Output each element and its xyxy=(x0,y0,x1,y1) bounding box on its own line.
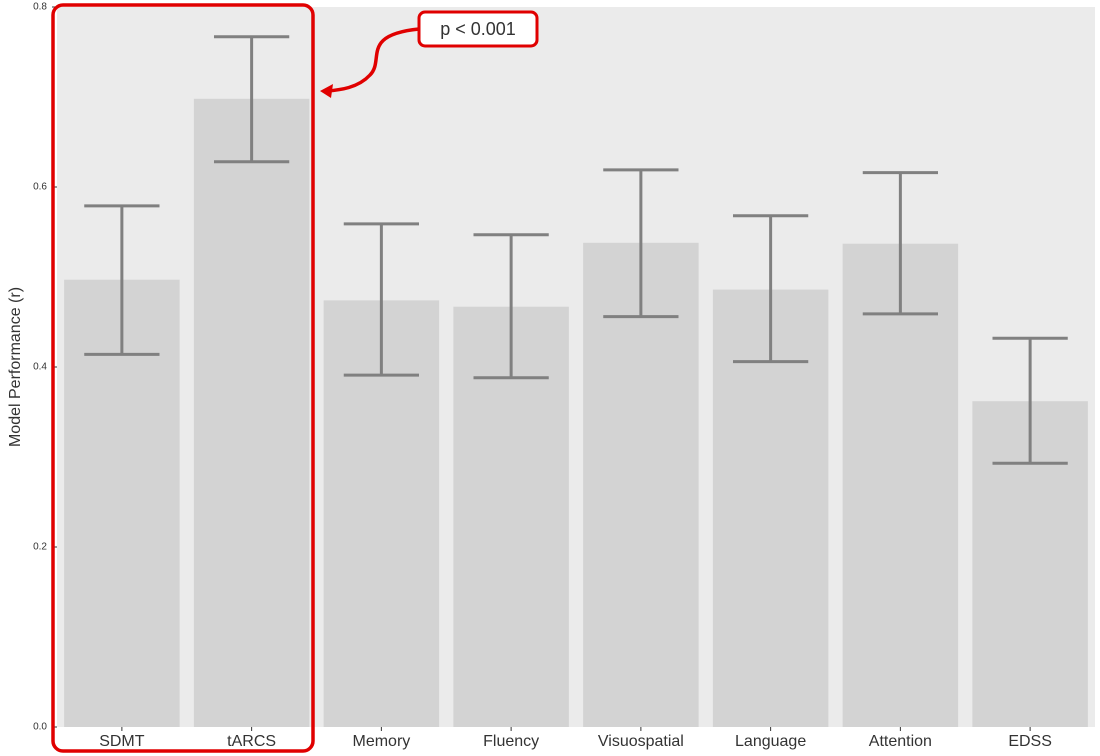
x-tick-label: Language xyxy=(735,733,806,750)
error-bar xyxy=(603,168,679,319)
y-tick-label: 0.0 xyxy=(33,722,47,733)
y-tick-label: 0.8 xyxy=(33,2,47,13)
annotation-box xyxy=(417,10,539,48)
annotation: p < 0.001 xyxy=(440,19,516,39)
x-tick-label: tARCS xyxy=(227,733,276,750)
bar xyxy=(193,98,310,728)
highlight-box xyxy=(51,3,315,753)
error-bar xyxy=(732,214,809,364)
error-bar xyxy=(343,222,420,377)
y-tick-label: 0.4 xyxy=(33,362,47,373)
x-tick-label: EDSS xyxy=(1008,733,1052,750)
bar xyxy=(842,243,959,727)
arrow xyxy=(326,27,420,93)
error-bar xyxy=(862,171,939,316)
y-tick-label: 0.2 xyxy=(33,542,47,553)
x-tick-label: SDMT xyxy=(99,733,145,750)
marks: 0.0 0.2 0.4 0.6 0.8 SDMT tARCS Memory Fluency Vis… xyxy=(33,2,1088,750)
error-bar xyxy=(473,233,549,380)
error-bar xyxy=(213,35,290,164)
y-tick-label: 0.6 xyxy=(33,182,47,193)
x-tick-label: Visuospatial xyxy=(598,733,684,750)
error-bar xyxy=(84,204,160,356)
arrow-head xyxy=(320,84,333,98)
x-tick-label: Fluency xyxy=(483,733,539,750)
bar xyxy=(583,242,699,728)
error-bar xyxy=(992,336,1068,465)
x-tick-label: Memory xyxy=(352,733,410,750)
x-tick-label: Attention xyxy=(869,733,932,750)
y-axis-label: Model Performance (r) xyxy=(7,287,24,447)
